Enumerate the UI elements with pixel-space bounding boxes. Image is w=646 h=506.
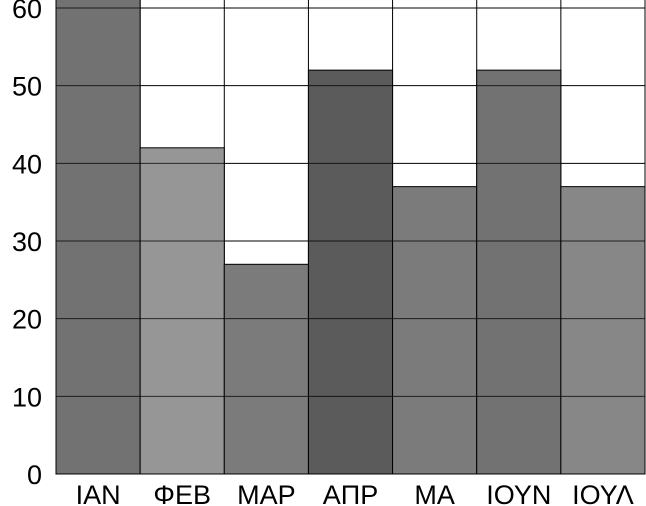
- bar-rect: [560, 186, 646, 475]
- bar-rect: [55, 0, 141, 475]
- bars: [55, 0, 646, 475]
- y-tick-label-50: 50: [12, 72, 42, 102]
- y-tick-label-20: 20: [12, 305, 42, 335]
- x-tick-label-4: ΑΠΡ: [323, 480, 379, 506]
- x-tick-label-2: ΦΕΒ: [153, 480, 211, 506]
- bar-3: [223, 263, 309, 475]
- bar-6: [476, 69, 562, 475]
- bar-rect: [307, 69, 394, 475]
- bar-rect: [392, 186, 478, 475]
- bar-4: [307, 69, 394, 475]
- y-tick-label-10: 10: [12, 382, 42, 412]
- y-tick-label-40: 40: [12, 149, 42, 179]
- bar-2: [139, 147, 225, 475]
- x-tick-label-6: ΙΟΥΝ: [486, 480, 551, 506]
- bar-1: [55, 0, 141, 475]
- y-tick-label-30: 30: [12, 227, 42, 257]
- bar-5: [392, 186, 478, 475]
- x-axis-tick-labels: ΙΑΝ ΦΕΒ ΜΑΡ ΑΠΡ ΜΑ ΙΟΥΝ ΙΟΥΛ: [76, 480, 634, 506]
- y-tick-label-0: 0: [27, 460, 42, 490]
- y-axis-tick-labels: 0 10 20 30 40 50 60: [12, 0, 42, 490]
- x-tick-label-3: ΜΑΡ: [237, 480, 296, 506]
- bar-rect: [476, 69, 562, 475]
- bar-rect: [223, 263, 309, 475]
- y-tick-label-60: 60: [12, 0, 42, 24]
- x-tick-label-5: ΜΑ: [414, 480, 455, 506]
- x-tick-label-7: ΙΟΥΛ: [572, 480, 634, 506]
- bar-rect: [139, 147, 225, 475]
- x-tick-label-1: ΙΑΝ: [76, 480, 121, 506]
- bar-7: [560, 186, 646, 475]
